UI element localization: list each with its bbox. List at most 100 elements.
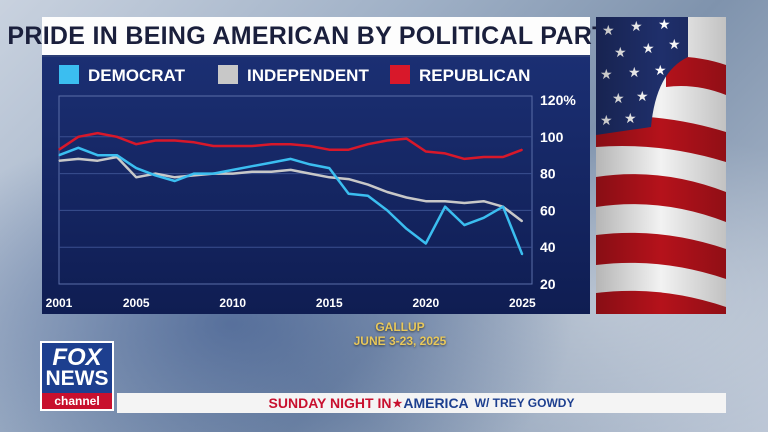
data-point-republican (193, 141, 195, 143)
y-tick-label: 80 (540, 166, 556, 182)
data-point-democrat (193, 173, 195, 175)
logo-fox-text: FOX (52, 344, 102, 371)
x-tick-label: 2015 (316, 296, 343, 310)
data-point-democrat (483, 217, 485, 219)
data-point-democrat (425, 242, 427, 245)
data-point-republican (116, 136, 118, 138)
data-point-independent (386, 191, 388, 193)
data-point-democrat (97, 154, 99, 156)
data-point-independent (97, 160, 99, 162)
data-point-independent (135, 176, 137, 178)
data-point-republican (386, 139, 388, 142)
data-point-independent (405, 196, 408, 199)
y-tick-label: 20 (540, 276, 556, 292)
data-point-democrat (444, 206, 446, 208)
data-point-democrat (405, 228, 408, 230)
show-name-part1: SUNDAY NIGHT IN (268, 395, 392, 411)
legend-label-republican: REPUBLICAN (419, 66, 530, 85)
data-point-republican (174, 139, 176, 142)
data-point-republican (328, 149, 330, 151)
legend-swatch-democrat (59, 65, 79, 84)
data-point-democrat (135, 167, 137, 169)
data-point-democrat (154, 174, 157, 176)
data-point-democrat (463, 224, 465, 226)
data-point-independent (328, 176, 330, 178)
data-point-republican (212, 145, 214, 147)
data-point-independent (425, 200, 427, 202)
legend-label-democrat: DEMOCRAT (88, 66, 186, 85)
data-point-republican (232, 145, 234, 147)
data-point-republican (444, 152, 446, 154)
data-point-republican (270, 143, 272, 145)
legend-label-independent: INDEPENDENT (247, 66, 369, 85)
data-point-independent (367, 184, 369, 186)
data-point-republican (367, 143, 369, 145)
data-point-democrat (348, 193, 350, 195)
data-point-democrat (212, 173, 214, 175)
data-point-republican (77, 136, 79, 138)
data-point-democrat (290, 158, 292, 160)
data-point-democrat (77, 147, 79, 149)
data-point-republican (58, 149, 60, 151)
data-point-independent (309, 173, 311, 175)
fox-news-logo: FOX NEWS channel (40, 341, 114, 411)
series-line-independent (58, 155, 524, 223)
data-point-democrat (251, 165, 253, 167)
data-point-republican (251, 145, 253, 147)
data-point-republican (97, 132, 99, 134)
data-point-republican (309, 145, 311, 147)
y-tick-label: 120% (540, 92, 576, 108)
data-point-republican (154, 139, 157, 142)
data-point-independent (290, 169, 292, 171)
data-point-republican (463, 158, 465, 160)
data-point-independent (444, 200, 446, 202)
data-point-independent (270, 171, 272, 173)
data-point-republican (405, 138, 408, 140)
y-tick-label: 40 (540, 239, 556, 255)
show-host: W/ TREY GOWDY (474, 396, 575, 410)
logo-news-text: NEWS (45, 367, 109, 390)
data-point-republican (290, 143, 292, 145)
data-point-democrat (328, 167, 330, 169)
chart-title: PRIDE IN BEING AMERICAN BY POLITICAL PAR… (7, 21, 625, 50)
show-banner: SUNDAY NIGHT IN ★ AMERICA W/ TREY GOWDY (117, 393, 726, 413)
data-point-independent (483, 200, 485, 202)
data-point-democrat (232, 169, 234, 171)
y-tick-label: 100 (540, 129, 564, 145)
data-point-independent (193, 174, 195, 176)
data-point-independent (521, 220, 523, 222)
chart-title-bar: PRIDE IN BEING AMERICAN BY POLITICAL PAR… (7, 17, 624, 57)
x-tick-label: 2025 (509, 296, 536, 310)
data-point-independent (251, 171, 253, 173)
y-tick-label: 60 (540, 202, 556, 218)
source-date: JUNE 3-23, 2025 (353, 334, 447, 348)
x-tick-label: 2001 (46, 296, 73, 310)
x-tick-label: 2005 (123, 296, 150, 310)
data-point-independent (174, 176, 176, 178)
source-name: GALLUP (375, 320, 425, 334)
data-point-democrat (367, 195, 369, 197)
data-point-independent (463, 202, 465, 204)
source-label: GALLUP JUNE 3-23, 2025 (300, 320, 500, 348)
line-chart: DEMOCRAT INDEPENDENT REPUBLICAN 20 40 60 80 10… (46, 65, 576, 310)
data-point-democrat (309, 163, 311, 165)
data-point-republican (425, 150, 427, 153)
data-point-republican (483, 156, 485, 158)
data-point-democrat (116, 154, 118, 156)
data-point-democrat (174, 180, 176, 182)
data-point-republican (135, 143, 137, 145)
data-point-independent (232, 173, 234, 175)
data-point-democrat (521, 254, 523, 256)
data-point-independent (348, 178, 350, 180)
data-point-independent (58, 160, 60, 162)
american-flag-image: ★★★ ★★★ ★★★ ★★ ★★ (596, 17, 726, 314)
data-point-republican (502, 156, 504, 158)
data-point-republican (521, 149, 523, 151)
show-name-part2: AMERICA (403, 395, 469, 411)
star-separator-icon: ★ (392, 397, 403, 410)
legend-swatch-republican (390, 65, 410, 84)
data-point-democrat (502, 206, 504, 208)
data-point-independent (154, 173, 157, 175)
data-point-republican (348, 149, 350, 151)
data-point-democrat (270, 162, 272, 164)
